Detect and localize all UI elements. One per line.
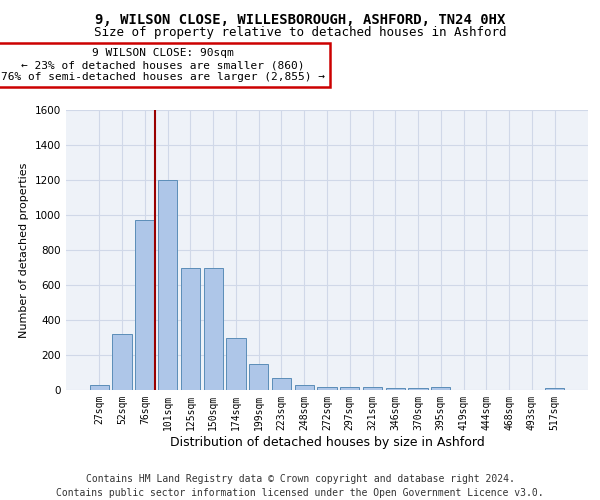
- Bar: [112, 334, 132, 390]
- Bar: [431, 388, 451, 390]
- Bar: [363, 388, 382, 390]
- Bar: [317, 386, 337, 390]
- Bar: [158, 180, 178, 390]
- Y-axis label: Number of detached properties: Number of detached properties: [19, 162, 29, 338]
- Bar: [203, 268, 223, 390]
- Bar: [90, 385, 109, 390]
- Bar: [272, 378, 291, 390]
- Text: 9 WILSON CLOSE: 90sqm
← 23% of detached houses are smaller (860)
76% of semi-det: 9 WILSON CLOSE: 90sqm ← 23% of detached …: [1, 48, 325, 82]
- Text: Size of property relative to detached houses in Ashford: Size of property relative to detached ho…: [94, 26, 506, 39]
- Text: Contains HM Land Registry data © Crown copyright and database right 2024.
Contai: Contains HM Land Registry data © Crown c…: [56, 474, 544, 498]
- Bar: [181, 268, 200, 390]
- Bar: [226, 338, 245, 390]
- Bar: [135, 220, 155, 390]
- Bar: [340, 388, 359, 390]
- X-axis label: Distribution of detached houses by size in Ashford: Distribution of detached houses by size …: [170, 436, 484, 448]
- Bar: [409, 388, 428, 390]
- Text: 9, WILSON CLOSE, WILLESBOROUGH, ASHFORD, TN24 0HX: 9, WILSON CLOSE, WILLESBOROUGH, ASHFORD,…: [95, 12, 505, 26]
- Bar: [249, 364, 268, 390]
- Bar: [295, 385, 314, 390]
- Bar: [545, 388, 564, 390]
- Bar: [386, 388, 405, 390]
